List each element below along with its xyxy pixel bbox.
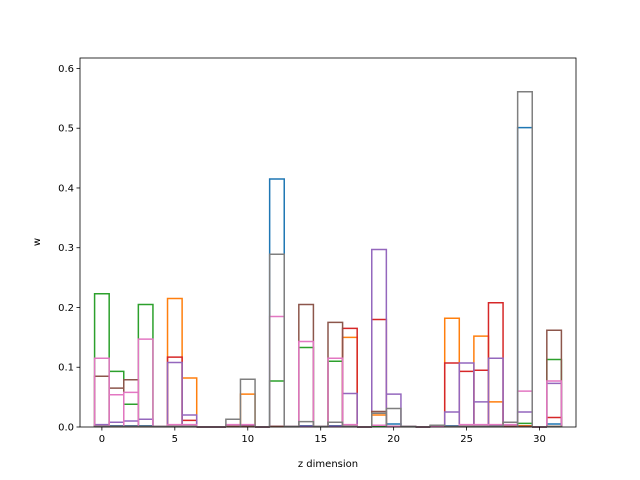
y-tick-label: 0.2 — [58, 303, 74, 314]
x-tick-label: 25 — [460, 434, 473, 445]
y-tick-label: 0.3 — [58, 243, 74, 254]
y-tick-label: 0.4 — [58, 183, 74, 194]
x-tick-label: 5 — [172, 434, 178, 445]
x-tick-label: 10 — [241, 434, 254, 445]
y-tick-label: 0.0 — [58, 423, 74, 434]
x-tick-label: 30 — [533, 434, 546, 445]
x-tick-label: 20 — [387, 434, 400, 445]
y-axis: 0.0 0.1 0.2 0.3 0.4 0.5 0.6 — [58, 64, 80, 434]
x-axis: 0 5 10 15 20 25 30 — [99, 427, 546, 445]
x-axis-label: z dimension — [298, 459, 358, 470]
x-tick-label: 15 — [314, 434, 327, 445]
y-tick-label: 0.1 — [58, 363, 74, 374]
x-tick-label: 0 — [99, 434, 105, 445]
plot-frame — [79, 57, 577, 428]
y-tick-label: 0.6 — [58, 64, 74, 75]
y-tick-label: 0.5 — [58, 124, 74, 135]
y-axis-label: w — [32, 238, 43, 246]
